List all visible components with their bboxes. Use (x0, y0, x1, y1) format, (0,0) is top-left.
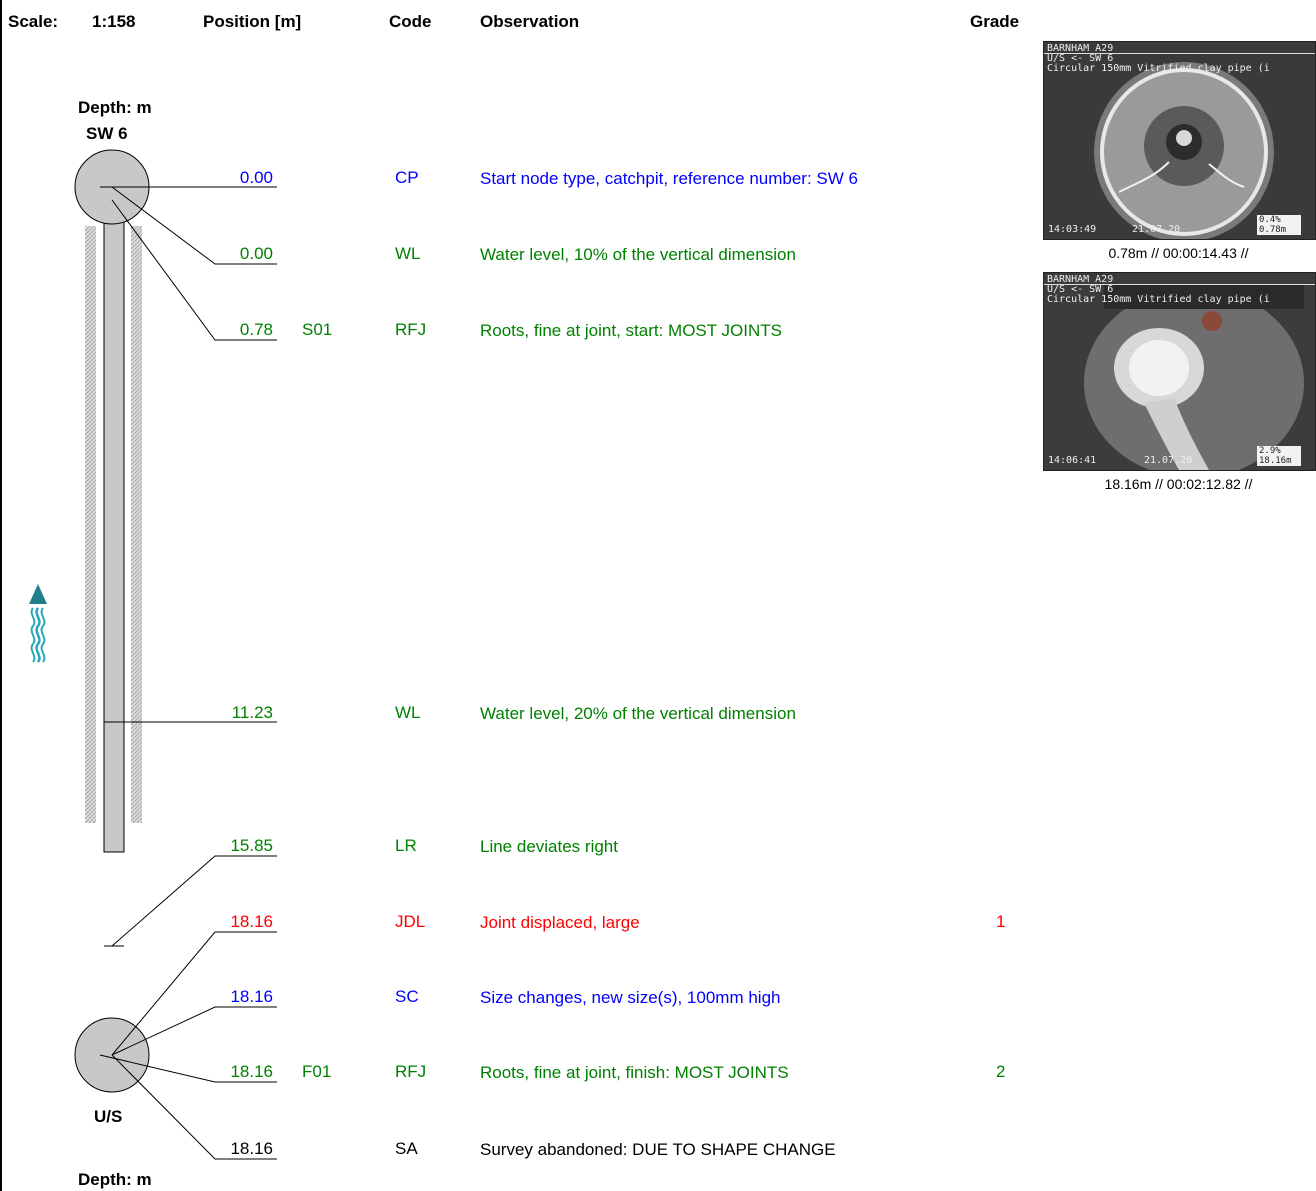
position-value: 0.00 (239, 244, 273, 263)
observation-text: Water level, 10% of the vertical dimensi… (480, 245, 796, 264)
observation-text: Survey abandoned: DUE TO SHAPE CHANGE (480, 1140, 836, 1159)
start-depth-label: Depth: m (78, 98, 152, 117)
code-value: WL (395, 244, 421, 263)
photo-caption: 18.16m // 00:02:12.82 // (1104, 476, 1253, 492)
photo-overlay-text: BARNHAM A29 U/S <- SW 6 Circular 150mm V… (1047, 274, 1270, 305)
observation-text: Line deviates right (480, 837, 618, 856)
position-value: 18.16 (230, 1139, 273, 1158)
ref-value: F01 (302, 1062, 332, 1081)
cctv-photo-2[interactable]: BARNHAM A29 U/S <- SW 6 Circular 150mm V… (1043, 272, 1316, 471)
start-node-name: SW 6 (86, 124, 128, 143)
leader-line (111, 186, 277, 265)
leader-line (111, 855, 277, 947)
pipe-interior-image (1044, 273, 1315, 470)
observation-header: Observation (480, 12, 580, 31)
code-value: SC (395, 987, 419, 1006)
page-border (0, 0, 2, 1191)
surround-right (131, 226, 142, 823)
cctv-photo-1[interactable]: BARNHAM A29 U/S <- SW 6 Circular 150mm V… (1043, 41, 1316, 240)
observation-text: Start node type, catchpit, reference num… (480, 169, 858, 188)
position-header: Position [m] (203, 12, 302, 31)
observation-text: Joint displaced, large (480, 913, 640, 932)
photo-overlay-text: BARNHAM A29 U/S <- SW 6 Circular 150mm V… (1047, 43, 1270, 74)
code-value: CP (395, 168, 419, 187)
observation-text: Size changes, new size(s), 100mm high (480, 988, 781, 1007)
photo-date: 21.07.20 (1144, 455, 1193, 466)
code-value: SA (395, 1139, 418, 1158)
end-node-name: U/S (94, 1107, 123, 1126)
leader-line (111, 931, 277, 1056)
observation-text: Roots, fine at joint, start: MOST JOINTS (480, 321, 782, 340)
position-value: 15.85 (230, 836, 273, 855)
ref-value: S01 (302, 320, 333, 339)
scale-label: Scale: (8, 12, 59, 31)
observation-text: Water level, 20% of the vertical dimensi… (480, 704, 796, 723)
photo-gradient-box: 0.4% 0.78m (1257, 215, 1301, 235)
position-value: 18.16 (230, 912, 273, 931)
pipe-interior-image (1044, 42, 1315, 239)
leader-line (111, 199, 277, 341)
surround-left (85, 226, 96, 823)
position-value: 18.16 (230, 987, 273, 1006)
grade-value: 2 (996, 1062, 1006, 1081)
grade-header: Grade (970, 12, 1020, 31)
position-value: 0.78 (239, 320, 273, 339)
photo-time: 14:03:49 (1048, 224, 1097, 235)
photo-date: 21.07.20 (1132, 224, 1181, 235)
position-value: 18.16 (230, 1062, 273, 1081)
code-value: RFJ (395, 320, 427, 339)
flow-arrow-icon (29, 584, 47, 663)
code-value: LR (395, 836, 417, 855)
code-value: WL (395, 703, 421, 722)
position-value: 0.00 (239, 168, 273, 187)
grade-value: 1 (996, 912, 1006, 931)
leader-line (111, 1054, 277, 1160)
pipe-body (103, 211, 125, 853)
end-depth-label: Depth: m (78, 1170, 152, 1189)
code-value: RFJ (395, 1062, 427, 1081)
code-header: Code (389, 12, 432, 31)
scale-value: 1:158 (92, 12, 136, 31)
leader-line (99, 1054, 277, 1083)
leader-line (111, 1006, 277, 1056)
photo-caption: 0.78m // 00:00:14.43 // (1108, 245, 1249, 261)
photo-time: 14:06:41 (1048, 455, 1097, 466)
photo-gradient-box: 2.9% 18.16m (1257, 446, 1301, 466)
code-value: JDL (395, 912, 426, 931)
observation-text: Roots, fine at joint, finish: MOST JOINT… (480, 1063, 789, 1082)
position-value: 11.23 (231, 703, 273, 722)
